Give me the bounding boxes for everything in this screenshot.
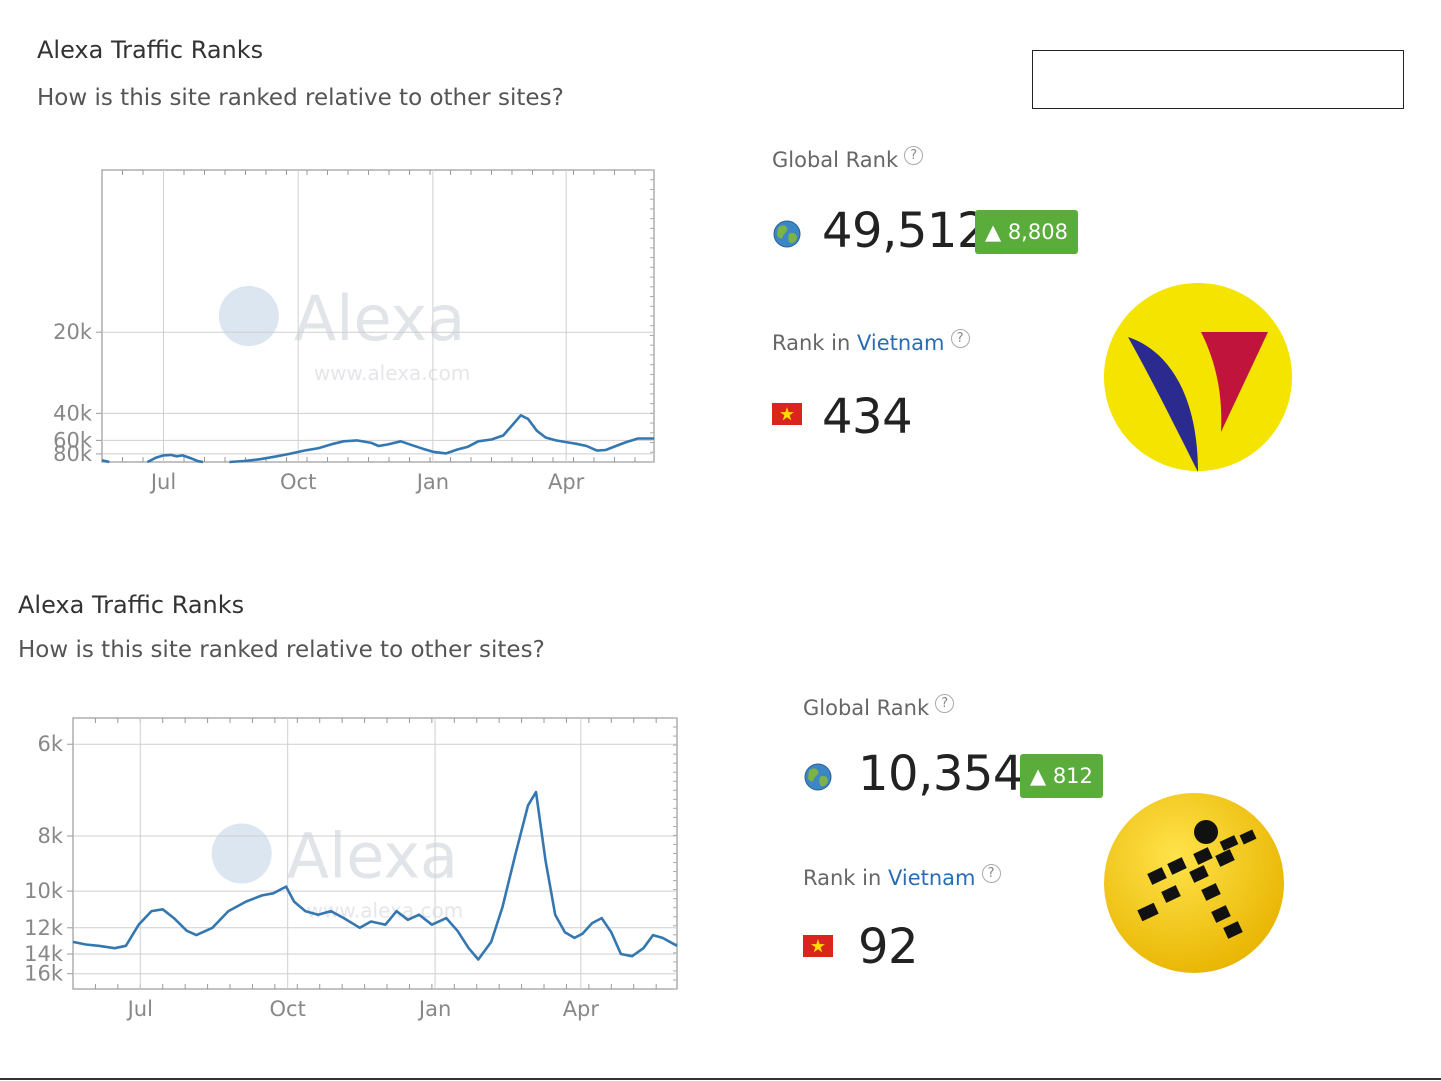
globe-icon <box>773 220 801 248</box>
watermark-text: Alexa <box>287 820 458 893</box>
series-line <box>229 413 654 464</box>
help-icon[interactable]: ? <box>935 694 955 713</box>
y-tick-label: 60k <box>53 428 93 452</box>
rank-line-chart-1: Alexa www.alexa.com Jul Oct Jan Apr 20k 40k 60k8… <box>53 169 655 494</box>
series-line <box>72 790 678 961</box>
blank-input-box <box>1032 50 1404 109</box>
global-rank-value: 10,354 <box>858 746 1023 802</box>
vietnam-flag-icon <box>803 935 833 957</box>
running-man-logo-icon <box>1104 793 1284 973</box>
watermark-text: Alexa <box>294 282 465 355</box>
global-rank-label: Global Rank? <box>803 694 955 720</box>
country-rank-label: Rank in Vietnam? <box>772 329 970 355</box>
country-link[interactable]: Vietnam <box>887 866 976 890</box>
y-tick-label: 10k <box>24 879 64 903</box>
x-tick-label: Oct <box>270 997 306 1021</box>
rank-delta-badge: ▲ 8,808 <box>975 210 1078 254</box>
vietnam-flag-icon <box>772 403 802 425</box>
watermark-url: www.alexa.com <box>314 361 471 385</box>
global-rank-label: Global Rank? <box>772 146 924 172</box>
country-rank-value: 92 <box>858 919 919 975</box>
watermark-logo-icon <box>211 823 272 884</box>
page-bottom-border <box>0 1078 1441 1080</box>
panel-subtitle: How is this site ranked relative to othe… <box>37 85 564 111</box>
country-rank-prefix: Rank in <box>803 866 882 890</box>
x-tick-label: Jul <box>126 997 153 1021</box>
country-rank-label: Rank in Vietnam? <box>803 864 1001 890</box>
panel-title: Alexa Traffic Ranks <box>18 591 245 619</box>
y-tick-label: 16k <box>24 962 64 986</box>
panel-title: Alexa Traffic Ranks <box>37 36 264 64</box>
series-line <box>146 453 204 464</box>
series-line <box>101 459 110 464</box>
x-tick-label: Apr <box>548 470 585 494</box>
rank-line-chart-2: Alexa www.alexa.com Jul Oct Jan Apr 6k 8k 10k 12k… <box>24 717 678 1021</box>
x-tick-label: Jan <box>415 470 449 494</box>
country-link[interactable]: Vietnam <box>856 331 945 355</box>
x-tick-label: Apr <box>563 997 600 1021</box>
help-icon[interactable]: ? <box>981 864 1001 883</box>
country-rank-value: 434 <box>822 389 913 445</box>
plot-area <box>72 717 678 990</box>
panel-subtitle: How is this site ranked relative to othe… <box>18 637 545 663</box>
watermark-logo-icon <box>218 286 279 346</box>
x-tick-label: Oct <box>280 470 316 494</box>
global-rank-value: 49,512 <box>822 203 987 259</box>
global-rank-label-text: Global Rank <box>803 696 930 720</box>
country-rank-prefix: Rank in <box>772 331 851 355</box>
globe-icon <box>804 763 832 791</box>
help-icon[interactable]: ? <box>950 329 970 348</box>
help-icon[interactable]: ? <box>904 146 924 165</box>
y-tick-label: 80k <box>53 442 93 466</box>
x-tick-label: Jan <box>417 997 451 1021</box>
y-tick-label: 40k <box>53 401 93 425</box>
x-tick-label: Jul <box>149 470 176 494</box>
rank-delta-badge: ▲ 812 <box>1020 754 1103 798</box>
y-tick-label: 8k <box>37 824 63 848</box>
watermark-url: www.alexa.com <box>307 899 464 923</box>
y-tick-label: 20k <box>53 320 93 344</box>
y-tick-label: 12k <box>24 916 64 940</box>
global-rank-label-text: Global Rank <box>772 148 899 172</box>
y-tick-label: 6k <box>37 732 63 756</box>
v-shape-logo-icon <box>1104 283 1292 472</box>
y-tick-label: 14k <box>24 942 64 966</box>
